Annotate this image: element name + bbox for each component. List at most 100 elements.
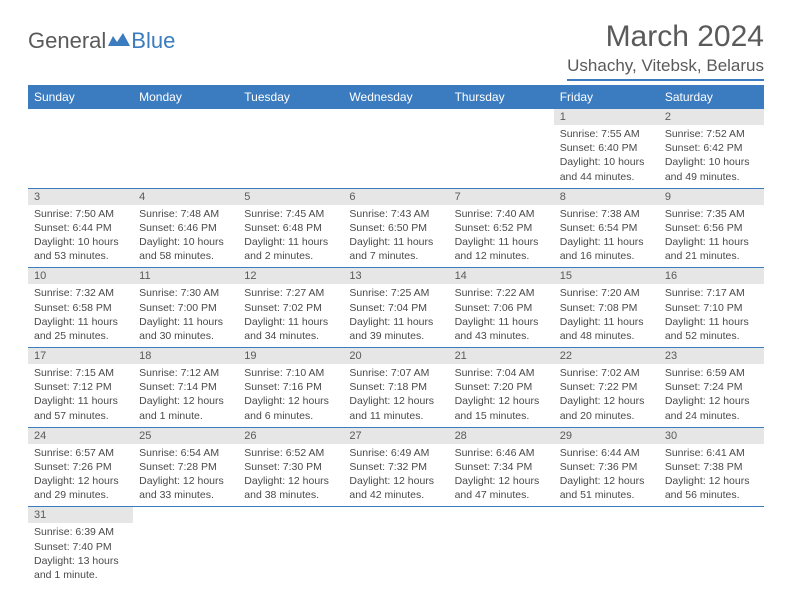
calendar-cell: 17Sunrise: 7:15 AMSunset: 7:12 PMDayligh… (28, 348, 133, 428)
day-number: 5 (238, 189, 343, 205)
calendar-cell: 11Sunrise: 7:30 AMSunset: 7:00 PMDayligh… (133, 268, 238, 348)
calendar-cell (449, 507, 554, 586)
calendar-cell (659, 507, 764, 586)
day-number: 11 (133, 268, 238, 284)
day-number: 24 (28, 428, 133, 444)
calendar-cell: 9Sunrise: 7:35 AMSunset: 6:56 PMDaylight… (659, 188, 764, 268)
weekday-header: Wednesday (343, 85, 448, 109)
day-number: 14 (449, 268, 554, 284)
day-content: Sunrise: 7:45 AMSunset: 6:48 PMDaylight:… (238, 205, 343, 268)
day-content: Sunrise: 7:04 AMSunset: 7:20 PMDaylight:… (449, 364, 554, 427)
weekday-header: Monday (133, 85, 238, 109)
day-content: Sunrise: 6:52 AMSunset: 7:30 PMDaylight:… (238, 444, 343, 507)
calendar-cell: 19Sunrise: 7:10 AMSunset: 7:16 PMDayligh… (238, 348, 343, 428)
day-number: 26 (238, 428, 343, 444)
day-content: Sunrise: 6:59 AMSunset: 7:24 PMDaylight:… (659, 364, 764, 427)
month-title: March 2024 (567, 20, 764, 54)
day-content: Sunrise: 6:39 AMSunset: 7:40 PMDaylight:… (28, 523, 133, 586)
day-number: 20 (343, 348, 448, 364)
day-number: 31 (28, 507, 133, 523)
day-number: 12 (238, 268, 343, 284)
day-content: Sunrise: 6:46 AMSunset: 7:34 PMDaylight:… (449, 444, 554, 507)
calendar-cell: 23Sunrise: 6:59 AMSunset: 7:24 PMDayligh… (659, 348, 764, 428)
calendar-cell: 3Sunrise: 7:50 AMSunset: 6:44 PMDaylight… (28, 188, 133, 268)
calendar-cell: 13Sunrise: 7:25 AMSunset: 7:04 PMDayligh… (343, 268, 448, 348)
day-number: 4 (133, 189, 238, 205)
day-number: 27 (343, 428, 448, 444)
day-content: Sunrise: 6:41 AMSunset: 7:38 PMDaylight:… (659, 444, 764, 507)
day-content: Sunrise: 6:54 AMSunset: 7:28 PMDaylight:… (133, 444, 238, 507)
day-number: 1 (554, 109, 659, 125)
weekday-header: Friday (554, 85, 659, 109)
day-number: 18 (133, 348, 238, 364)
calendar-cell: 6Sunrise: 7:43 AMSunset: 6:50 PMDaylight… (343, 188, 448, 268)
calendar-body: 1Sunrise: 7:55 AMSunset: 6:40 PMDaylight… (28, 109, 764, 586)
calendar-cell: 20Sunrise: 7:07 AMSunset: 7:18 PMDayligh… (343, 348, 448, 428)
day-number: 22 (554, 348, 659, 364)
calendar-cell (238, 109, 343, 188)
calendar-row: 24Sunrise: 6:57 AMSunset: 7:26 PMDayligh… (28, 427, 764, 507)
day-content: Sunrise: 7:12 AMSunset: 7:14 PMDaylight:… (133, 364, 238, 427)
calendar-cell (238, 507, 343, 586)
day-content: Sunrise: 7:30 AMSunset: 7:00 PMDaylight:… (133, 284, 238, 347)
flag-icon (108, 28, 130, 54)
day-content: Sunrise: 7:25 AMSunset: 7:04 PMDaylight:… (343, 284, 448, 347)
calendar-cell (133, 507, 238, 586)
calendar-cell: 27Sunrise: 6:49 AMSunset: 7:32 PMDayligh… (343, 427, 448, 507)
calendar-cell: 26Sunrise: 6:52 AMSunset: 7:30 PMDayligh… (238, 427, 343, 507)
weekday-header: Thursday (449, 85, 554, 109)
calendar-cell: 1Sunrise: 7:55 AMSunset: 6:40 PMDaylight… (554, 109, 659, 188)
day-content: Sunrise: 7:07 AMSunset: 7:18 PMDaylight:… (343, 364, 448, 427)
day-content: Sunrise: 7:55 AMSunset: 6:40 PMDaylight:… (554, 125, 659, 188)
day-number: 30 (659, 428, 764, 444)
logo: General Blue (28, 28, 175, 54)
calendar-cell (28, 109, 133, 188)
day-number: 21 (449, 348, 554, 364)
day-number: 10 (28, 268, 133, 284)
calendar-row: 3Sunrise: 7:50 AMSunset: 6:44 PMDaylight… (28, 188, 764, 268)
day-content: Sunrise: 7:32 AMSunset: 6:58 PMDaylight:… (28, 284, 133, 347)
calendar-row: 17Sunrise: 7:15 AMSunset: 7:12 PMDayligh… (28, 348, 764, 428)
location: Ushachy, Vitebsk, Belarus (567, 56, 764, 81)
day-content: Sunrise: 7:35 AMSunset: 6:56 PMDaylight:… (659, 205, 764, 268)
calendar-cell: 30Sunrise: 6:41 AMSunset: 7:38 PMDayligh… (659, 427, 764, 507)
title-block: March 2024 Ushachy, Vitebsk, Belarus (567, 20, 764, 81)
day-number: 19 (238, 348, 343, 364)
calendar-cell: 12Sunrise: 7:27 AMSunset: 7:02 PMDayligh… (238, 268, 343, 348)
day-number: 25 (133, 428, 238, 444)
day-number: 16 (659, 268, 764, 284)
day-number: 28 (449, 428, 554, 444)
day-content: Sunrise: 7:43 AMSunset: 6:50 PMDaylight:… (343, 205, 448, 268)
calendar-cell: 8Sunrise: 7:38 AMSunset: 6:54 PMDaylight… (554, 188, 659, 268)
weekday-header: Saturday (659, 85, 764, 109)
calendar-cell: 10Sunrise: 7:32 AMSunset: 6:58 PMDayligh… (28, 268, 133, 348)
calendar-cell: 21Sunrise: 7:04 AMSunset: 7:20 PMDayligh… (449, 348, 554, 428)
calendar-cell: 18Sunrise: 7:12 AMSunset: 7:14 PMDayligh… (133, 348, 238, 428)
day-content: Sunrise: 7:27 AMSunset: 7:02 PMDaylight:… (238, 284, 343, 347)
day-content: Sunrise: 7:38 AMSunset: 6:54 PMDaylight:… (554, 205, 659, 268)
day-number: 15 (554, 268, 659, 284)
calendar-cell (554, 507, 659, 586)
header: General Blue March 2024 Ushachy, Vitebsk… (28, 20, 764, 81)
day-number: 8 (554, 189, 659, 205)
logo-text-2: Blue (131, 28, 175, 54)
day-content: Sunrise: 7:48 AMSunset: 6:46 PMDaylight:… (133, 205, 238, 268)
day-number: 13 (343, 268, 448, 284)
weekday-header: Sunday (28, 85, 133, 109)
day-number: 9 (659, 189, 764, 205)
day-content: Sunrise: 6:49 AMSunset: 7:32 PMDaylight:… (343, 444, 448, 507)
day-number: 29 (554, 428, 659, 444)
day-content: Sunrise: 7:50 AMSunset: 6:44 PMDaylight:… (28, 205, 133, 268)
day-number: 23 (659, 348, 764, 364)
calendar-cell: 29Sunrise: 6:44 AMSunset: 7:36 PMDayligh… (554, 427, 659, 507)
calendar-cell: 28Sunrise: 6:46 AMSunset: 7:34 PMDayligh… (449, 427, 554, 507)
day-number: 6 (343, 189, 448, 205)
calendar-cell (449, 109, 554, 188)
day-number: 3 (28, 189, 133, 205)
weekday-header: Tuesday (238, 85, 343, 109)
calendar-cell: 14Sunrise: 7:22 AMSunset: 7:06 PMDayligh… (449, 268, 554, 348)
calendar-cell: 4Sunrise: 7:48 AMSunset: 6:46 PMDaylight… (133, 188, 238, 268)
logo-text-1: General (28, 28, 106, 54)
day-number: 7 (449, 189, 554, 205)
day-number: 2 (659, 109, 764, 125)
